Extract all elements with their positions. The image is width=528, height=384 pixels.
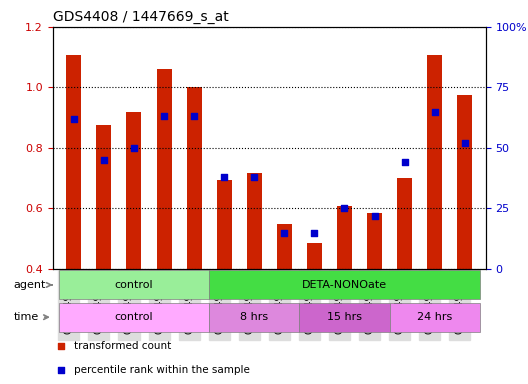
Point [400, 159, 409, 166]
Bar [97, 125, 111, 269]
Text: 24 hrs: 24 hrs [417, 312, 452, 322]
Point [250, 174, 259, 180]
Text: control: control [115, 280, 153, 290]
Bar [156, 69, 172, 269]
Bar [397, 178, 412, 269]
Point [160, 113, 168, 119]
Point [130, 145, 138, 151]
Text: DETA-NONOate: DETA-NONOate [302, 280, 387, 290]
Point [70, 116, 78, 122]
FancyBboxPatch shape [209, 270, 480, 300]
Text: 15 hrs: 15 hrs [327, 312, 362, 322]
Bar [127, 112, 142, 269]
FancyBboxPatch shape [209, 303, 299, 332]
FancyBboxPatch shape [59, 303, 209, 332]
Text: agent: agent [14, 280, 52, 290]
Text: percentile rank within the sample: percentile rank within the sample [74, 365, 250, 375]
Bar [67, 55, 81, 269]
Point [344, 293, 352, 299]
Point [100, 157, 108, 163]
Bar [367, 213, 382, 269]
Point [340, 205, 348, 212]
Bar [307, 243, 322, 269]
Text: transformed count: transformed count [74, 341, 172, 351]
Point [220, 174, 229, 180]
Text: GDS4408 / 1447669_s_at: GDS4408 / 1447669_s_at [53, 10, 229, 25]
FancyBboxPatch shape [59, 270, 209, 300]
Text: 8 hrs: 8 hrs [240, 312, 268, 322]
Point [370, 212, 379, 218]
Text: time: time [14, 312, 48, 322]
Point [460, 140, 469, 146]
FancyBboxPatch shape [390, 303, 480, 332]
Point [280, 230, 288, 236]
Bar [186, 88, 202, 269]
Bar [427, 55, 442, 269]
Point [310, 230, 318, 236]
Bar [216, 180, 232, 269]
Bar [457, 95, 472, 269]
FancyBboxPatch shape [299, 303, 390, 332]
Text: control: control [115, 312, 153, 322]
Bar [277, 224, 292, 269]
Point [344, 78, 352, 84]
Bar [337, 206, 352, 269]
Point [430, 109, 439, 115]
Bar [247, 173, 262, 269]
Point [190, 113, 199, 119]
